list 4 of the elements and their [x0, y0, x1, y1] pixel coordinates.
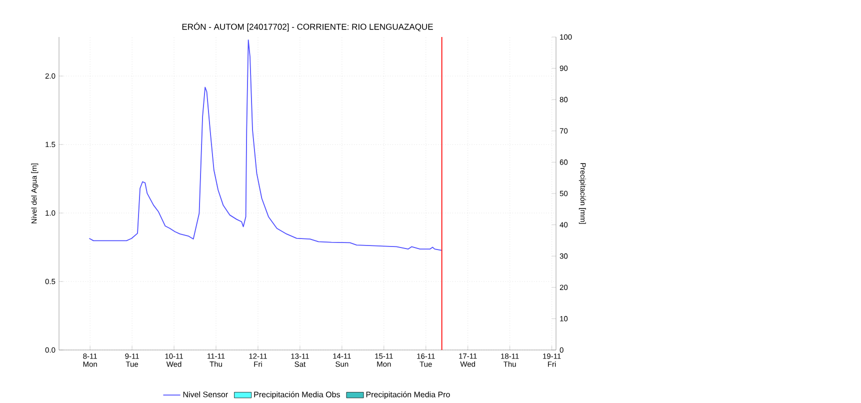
- legend-label: Precipitación Media Pro: [366, 391, 450, 399]
- legend-label: Precipitación Media Obs: [254, 391, 340, 399]
- chart-title: ERÓN - AUTOM [24017702] - CORRIENTE: RIO LENGUAZAQUE: [182, 22, 433, 32]
- legend-label: Nivel Sensor: [183, 391, 228, 398]
